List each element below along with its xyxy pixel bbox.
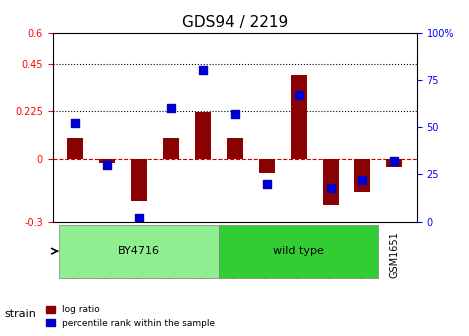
Bar bbox=[355, 159, 371, 192]
Point bbox=[167, 106, 174, 111]
Bar bbox=[163, 137, 179, 159]
Bar bbox=[291, 75, 307, 159]
FancyBboxPatch shape bbox=[219, 224, 378, 278]
Point bbox=[103, 162, 111, 168]
Point bbox=[295, 92, 303, 98]
Point bbox=[71, 121, 79, 126]
Bar bbox=[258, 159, 275, 173]
Point bbox=[327, 185, 334, 190]
Point bbox=[199, 68, 206, 73]
Bar bbox=[323, 159, 339, 205]
Legend: log ratio, percentile rank within the sample: log ratio, percentile rank within the sa… bbox=[42, 302, 219, 332]
Point bbox=[359, 177, 366, 183]
Text: BY4716: BY4716 bbox=[118, 246, 160, 256]
Bar bbox=[99, 159, 115, 163]
Bar bbox=[67, 137, 83, 159]
Bar bbox=[227, 137, 242, 159]
Bar bbox=[195, 112, 211, 159]
Point bbox=[391, 158, 398, 164]
Text: strain: strain bbox=[5, 309, 37, 319]
Text: wild type: wild type bbox=[273, 246, 324, 256]
Point bbox=[263, 181, 271, 186]
Bar bbox=[386, 159, 402, 167]
Bar bbox=[131, 159, 147, 201]
FancyBboxPatch shape bbox=[59, 224, 219, 278]
Title: GDS94 / 2219: GDS94 / 2219 bbox=[182, 15, 288, 30]
Point bbox=[135, 215, 143, 220]
Point bbox=[231, 111, 238, 117]
